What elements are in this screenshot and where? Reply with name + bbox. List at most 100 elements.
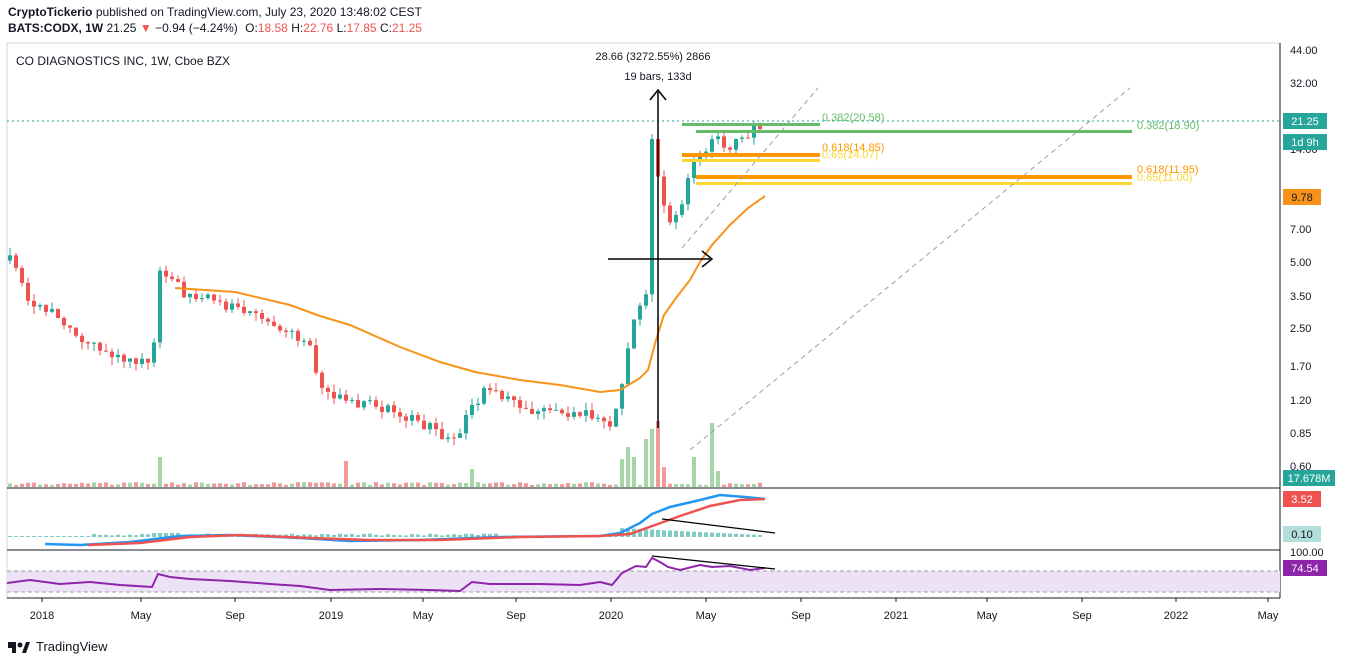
volume-bar	[308, 482, 312, 487]
volume-bar	[98, 483, 102, 487]
candle-body	[344, 394, 348, 401]
macd-hist-bar	[284, 534, 288, 537]
fib2-618-label: 0.618(11.95)	[1137, 164, 1199, 176]
macd-hist-bar	[686, 531, 690, 537]
macd-hist-bar	[26, 536, 30, 537]
candle-body	[668, 205, 672, 223]
candle-body	[386, 405, 390, 412]
price-axis-tick: 0.85	[1290, 428, 1311, 440]
volume-bar	[260, 484, 264, 487]
volume-bar	[134, 482, 138, 487]
macd-divergence-line[interactable]	[661, 518, 776, 534]
volume-bar	[32, 482, 36, 487]
volume-bar	[740, 484, 744, 487]
macd-hist-bar	[398, 535, 402, 537]
candle-body	[686, 178, 690, 205]
volume-bar	[248, 484, 252, 487]
ohlc-line: BATS:CODX, 1W 21.25 ▼ −0.94 (−4.24%) O:1…	[8, 21, 422, 35]
candle-body	[146, 358, 150, 363]
volume-bar	[626, 447, 630, 487]
candle-body	[200, 298, 204, 300]
candle-body	[278, 325, 282, 331]
macd-hist-bar	[440, 535, 444, 537]
tradingview-brand[interactable]: TradingView	[8, 639, 108, 654]
fib-group-1: 0.382(20.58) 0.618(14.85) 0.65(14.07)	[682, 112, 884, 162]
volume-bar	[512, 484, 516, 487]
volume-bar	[470, 469, 474, 487]
volume-bar	[590, 482, 594, 487]
candle-body	[158, 270, 162, 343]
volume-bar	[218, 483, 222, 487]
macd-hist-bar	[692, 531, 696, 537]
candle-body	[584, 410, 588, 416]
candle-body	[224, 301, 228, 310]
candle-body	[350, 399, 354, 401]
candle-body	[266, 318, 270, 322]
macd-hist-bar	[122, 535, 126, 537]
trendline-upper[interactable]	[681, 87, 819, 249]
candle-body	[470, 405, 474, 415]
candle-body	[662, 176, 666, 206]
volume-bar	[290, 483, 294, 487]
volume-bar	[608, 484, 612, 487]
macd-hist-bar	[404, 535, 408, 537]
volume-bar	[716, 471, 720, 487]
rsi-axis-tick-100: 100.00	[1290, 547, 1324, 559]
macd-hist-bar	[344, 534, 348, 537]
time-axis-tick: 2021	[884, 610, 908, 622]
macd-hist-bar	[680, 531, 684, 537]
rsi-badge-text: 74.54	[1291, 563, 1319, 575]
volume-bar	[662, 467, 666, 487]
candle-body	[20, 267, 24, 283]
candle-body	[110, 351, 114, 358]
macd-hist-bar	[626, 528, 630, 537]
volume-bar	[668, 483, 672, 487]
volume-bar	[254, 484, 258, 487]
macd-hist-bar	[104, 534, 108, 537]
volume-bar	[164, 483, 168, 487]
volume-bar	[722, 484, 726, 487]
candle-body	[314, 345, 318, 373]
macd-hist-bar	[32, 536, 36, 537]
macd-hist-bar	[728, 533, 732, 537]
macd-badge-text: 3.52	[1291, 494, 1312, 506]
rsi-divergence-line[interactable]	[651, 555, 776, 570]
volume-bar	[434, 482, 438, 487]
time-axis-tick: 2020	[599, 610, 623, 622]
macd-hist-bar	[416, 534, 420, 537]
volume-bar	[38, 484, 42, 487]
candle-body	[560, 409, 564, 414]
trendline-lower[interactable]	[689, 87, 1131, 451]
macd-hist-bar	[434, 534, 438, 537]
macd-hist-bar	[68, 536, 72, 537]
macd-hist-bar	[392, 535, 396, 537]
candle-body	[128, 358, 132, 362]
candle-body	[230, 303, 234, 310]
candle-body	[530, 408, 534, 414]
price-axis-ticks[interactable]: 44.0032.0014.007.005.003.502.501.701.200…	[1290, 45, 1318, 473]
candle-body	[506, 396, 510, 400]
macd-hist-bar	[92, 533, 96, 537]
candle-body	[464, 414, 468, 434]
candle-body	[734, 138, 738, 150]
candle-body	[572, 412, 576, 417]
time-axis-ticks[interactable]: 2018 May Sep 2019 May Sep 2020 May Sep 2021 May Sep…	[30, 598, 1279, 622]
candle-body	[236, 303, 240, 307]
volume-bar	[392, 483, 396, 487]
macd-hist-bar	[326, 534, 330, 537]
change-down-icon: ▼	[139, 21, 152, 35]
macd-hist-bar	[446, 534, 450, 537]
candle-body	[494, 390, 498, 392]
price-axis-tick: 1.70	[1290, 361, 1311, 373]
chart-title: CO DIAGNOSTICS INC, 1W, Cboe BZX	[16, 54, 231, 68]
macd-hist-bar	[80, 536, 84, 537]
time-axis-tick: May	[696, 610, 717, 622]
volume-bar	[692, 457, 696, 487]
author-name[interactable]: CryptoTickerio	[8, 5, 93, 19]
volume-bar	[302, 482, 306, 487]
candle-body	[308, 340, 312, 346]
fib2-618-band	[696, 175, 1132, 179]
fib1-382-band	[682, 123, 820, 126]
macd-hist-bar	[56, 536, 60, 537]
